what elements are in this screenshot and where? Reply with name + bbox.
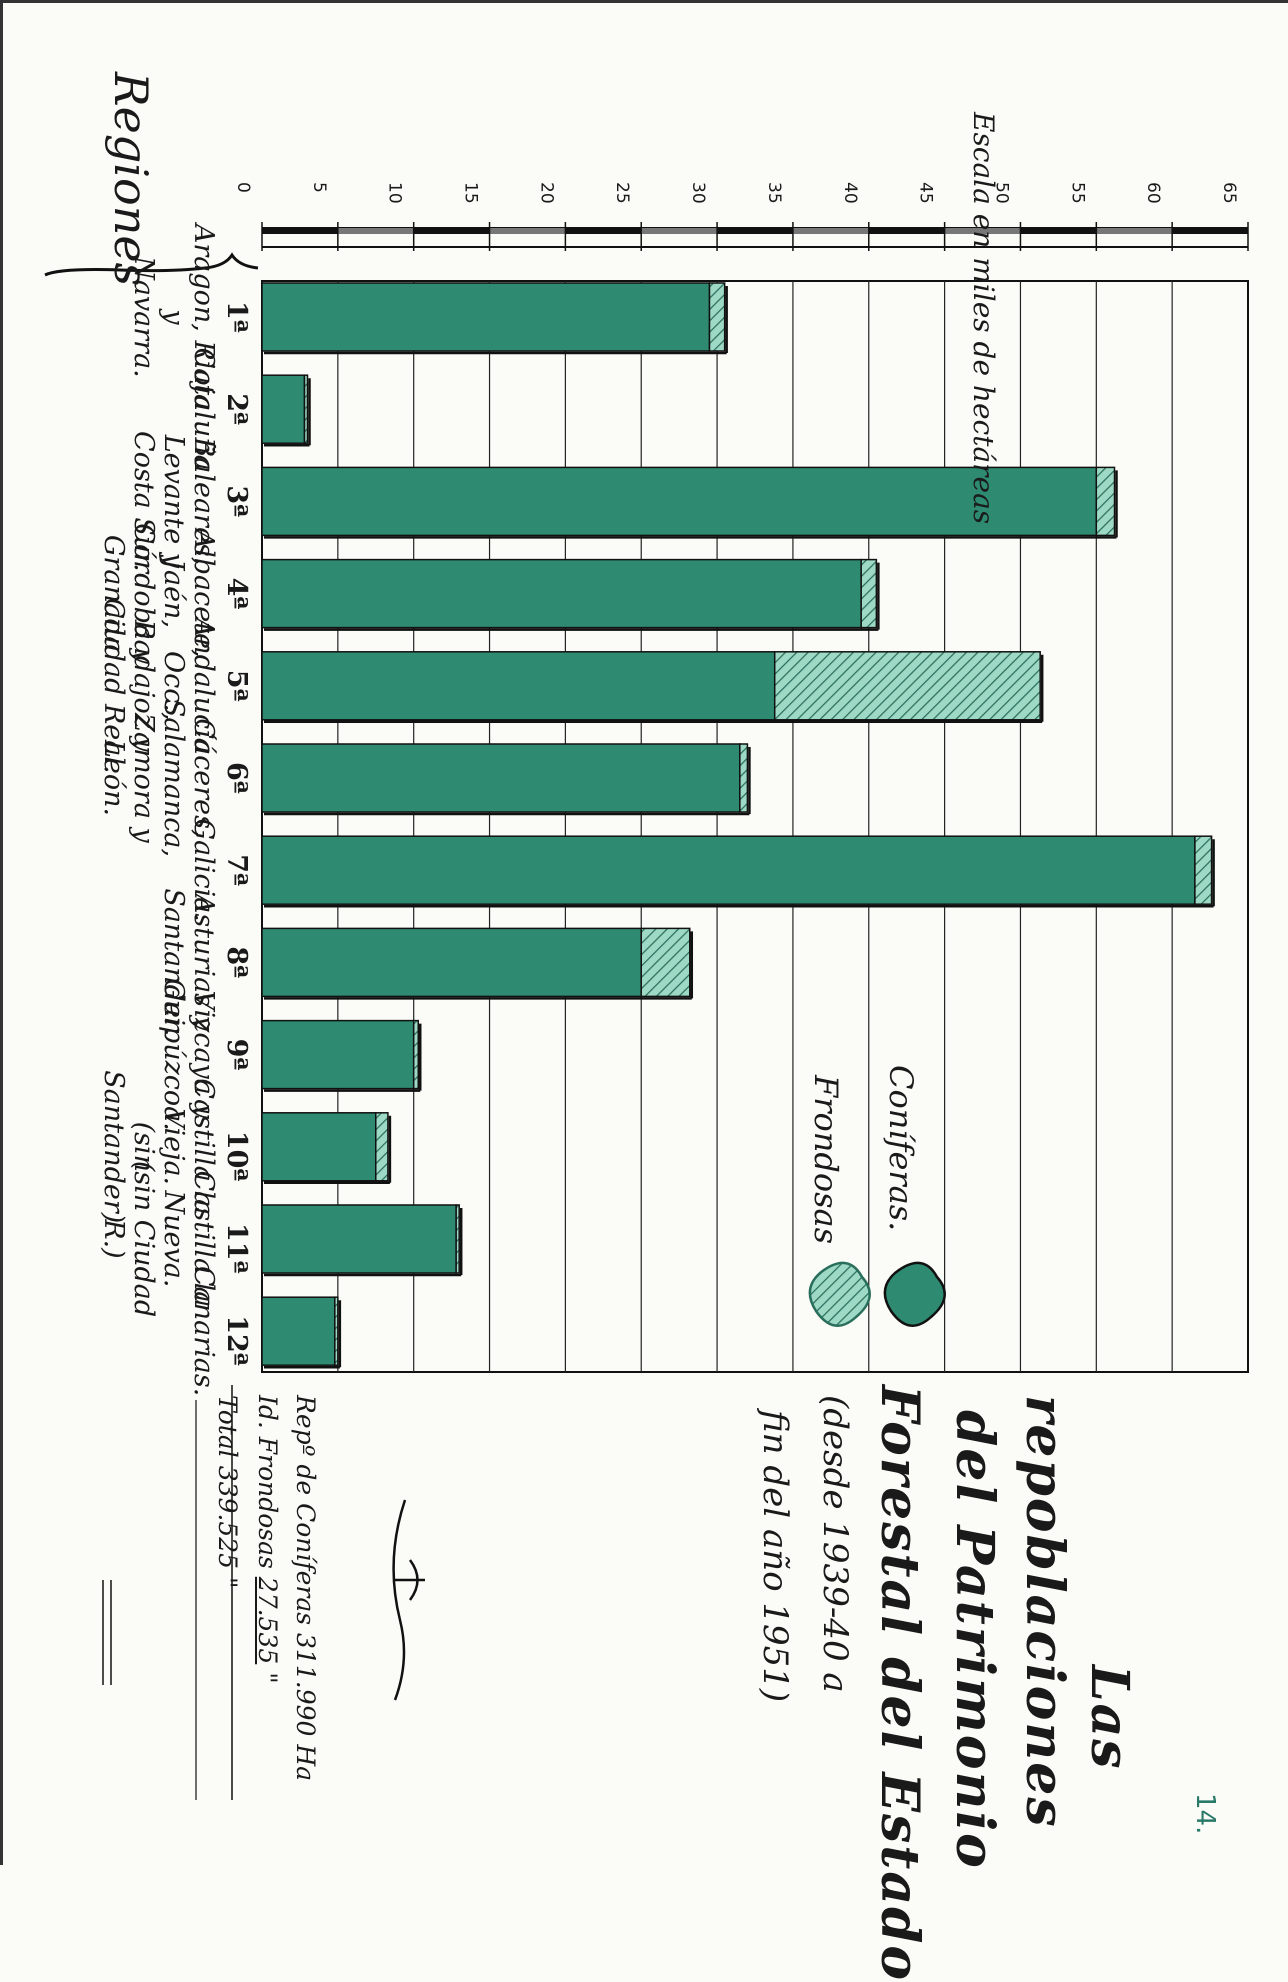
bar-frondosas [334, 1296, 339, 1366]
chart-grid [261, 280, 1249, 1373]
scale-segment [262, 228, 338, 234]
totals-label: Id. Frondosas [253, 1395, 282, 1569]
scale-segment [565, 228, 642, 234]
title-line-6: fin del año 1951) [755, 1410, 795, 1703]
chart-svg [44, 222, 1249, 1800]
scale-segment [489, 228, 566, 234]
bar-frondosas [1095, 466, 1116, 537]
tick-label: 60 [1143, 182, 1164, 204]
scale-segment [792, 228, 869, 234]
region-ordinal: 12ª [221, 1315, 252, 1366]
bar-frondosas [773, 651, 1041, 721]
totals-value: 311.990 [291, 1633, 320, 1737]
totals-row-frondosas: Id. Frondosas 27.535 " [253, 1395, 282, 1684]
legend-swatch-frondosas [808, 1261, 871, 1327]
tick-label: 55 [1067, 182, 1088, 204]
scale-segment [868, 228, 945, 234]
bar-coniferas [261, 466, 1098, 537]
bar-coniferas [261, 1296, 336, 1366]
region-ordinal: 10ª [221, 1130, 252, 1182]
bar-frondosas [640, 927, 691, 998]
bar-frondosas [412, 1019, 419, 1090]
tick-label: 30 [688, 182, 709, 204]
tick-label: 20 [536, 182, 557, 204]
chart-bars [261, 282, 1215, 1369]
totals-unit: " [213, 1577, 242, 1589]
title-line-5: (desde 1939-40 a [815, 1395, 855, 1693]
region-ordinal: 1ª [221, 301, 252, 333]
bar-frondosas [708, 282, 726, 352]
scale-bar [261, 222, 1249, 251]
ornament-flourish [392, 1499, 425, 1701]
scale-segment [1096, 228, 1173, 234]
scale-segment [413, 228, 490, 234]
region-ordinal: 3ª [221, 485, 252, 518]
tick-label: 35 [763, 182, 784, 204]
tick-label: 5 [308, 182, 329, 193]
bar-frondosas [1194, 835, 1213, 905]
tick-label: 40 [839, 182, 860, 204]
bar-coniferas [261, 558, 862, 629]
bar-coniferas [261, 743, 741, 813]
legend-label-coniferas: Coníferas. [882, 1065, 920, 1232]
bar-coniferas [261, 1112, 377, 1182]
tick-label: 15 [460, 182, 481, 204]
tick-label: 50 [991, 182, 1012, 204]
bar-coniferas [261, 282, 711, 352]
scale-segment [944, 228, 1021, 234]
region-ordinal: 2ª [221, 393, 252, 426]
region-ordinal: 4ª [221, 577, 252, 610]
title-line-1: Las [1079, 1665, 1140, 1771]
totals-unit: Ha [291, 1744, 320, 1782]
tick-label: 0 [233, 182, 253, 193]
scale-segment [641, 228, 718, 234]
totals-value: 27.535 [253, 1576, 282, 1665]
page-border [0, 0, 1288, 1865]
region-name: Canarias. [188, 1266, 219, 1397]
scale-segment [337, 228, 414, 234]
bar-coniferas [261, 1019, 415, 1090]
totals-label: Repº de Coníferas [291, 1395, 320, 1626]
title-line-4: Forestal del Estado [869, 1385, 930, 1982]
bar-coniferas [261, 835, 1196, 905]
bar-frondosas [303, 374, 309, 444]
tick-label: 25 [612, 182, 633, 204]
region-ordinal: 9ª [221, 1038, 252, 1071]
region-ordinal: 7ª [221, 854, 252, 887]
totals-value: 339.525 [213, 1465, 242, 1570]
bar-coniferas [261, 1204, 457, 1274]
bar-coniferas [261, 927, 642, 998]
chart-legend [808, 1261, 946, 1327]
totals-unit: " [253, 1672, 282, 1684]
scale-segment [1020, 228, 1097, 234]
page-number: 14. [1190, 1793, 1220, 1835]
title-line-2: repoblaciones [1014, 1395, 1075, 1829]
tick-label: 10 [384, 182, 405, 204]
region-ordinal: 5ª [221, 669, 252, 702]
region-ordinal: 8ª [221, 946, 252, 979]
bar-frondosas [860, 558, 878, 629]
title-line-3: del Patrimonio [944, 1410, 1005, 1870]
regiones-brace [44, 252, 259, 277]
tick-label: 45 [915, 182, 936, 204]
bar-frondosas [455, 1204, 460, 1274]
scale-segment [1172, 228, 1248, 234]
totals-row-coniferas: Repº de Coníferas 311.990 Ha [291, 1395, 320, 1781]
bar-coniferas [261, 651, 776, 721]
tick-label: 65 [1219, 182, 1239, 204]
decorations [44, 252, 425, 1800]
bar-frondosas [739, 743, 749, 813]
region-ordinal: 6ª [221, 762, 252, 794]
region-ordinal: 11ª [221, 1223, 252, 1274]
scale-label: Escala en miles de hectáreas [967, 112, 1000, 525]
scale-segment [717, 228, 793, 234]
plot-frame [261, 280, 1249, 1373]
legend-label-frondosas: Frondosas [807, 1075, 845, 1245]
bar-coniferas [261, 374, 306, 444]
bar-frondosas [375, 1112, 389, 1182]
legend-swatch-coniferas [883, 1261, 946, 1327]
